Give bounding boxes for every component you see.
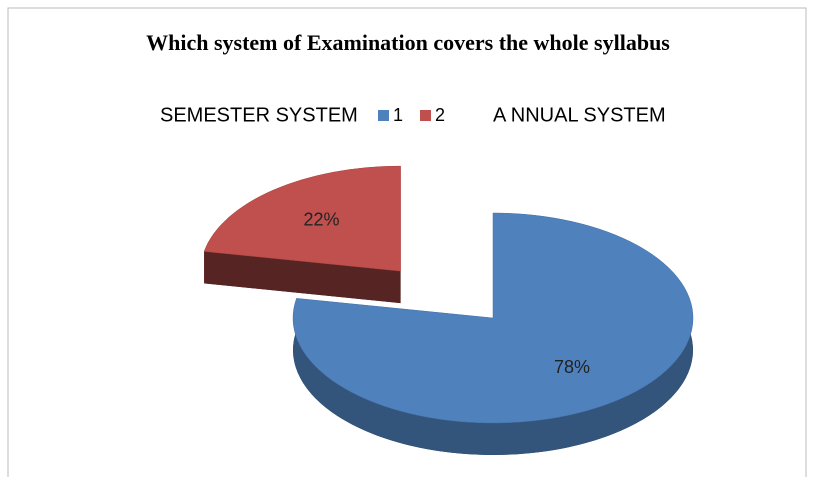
- data-label: 22%: [304, 210, 340, 230]
- slice-wall: [204, 251, 401, 304]
- chart-frame: [7, 7, 807, 477]
- legend-label: 1: [393, 105, 403, 125]
- legend-annotation: A NNUAL SYSTEM: [493, 104, 666, 126]
- data-label: 78%: [554, 357, 590, 377]
- legend-annotation: SEMESTER SYSTEM: [160, 104, 358, 126]
- slice: [292, 212, 694, 424]
- legend-label: 2: [435, 105, 445, 125]
- legend-swatch: [378, 110, 389, 121]
- slice: [203, 165, 401, 272]
- legend-swatch: [420, 110, 431, 121]
- chart-title: Which system of Examination covers the w…: [146, 30, 670, 55]
